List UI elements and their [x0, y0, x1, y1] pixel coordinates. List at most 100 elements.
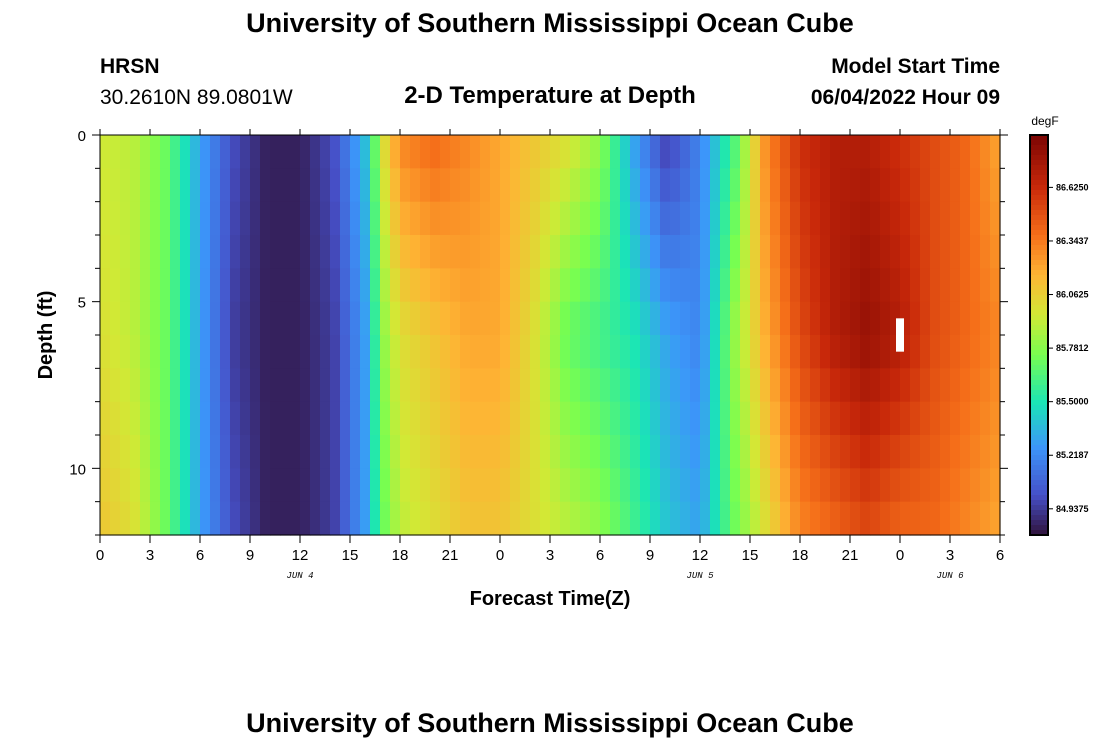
heatmap-cell — [590, 468, 601, 503]
heatmap-cell — [250, 501, 261, 536]
heatmap-cell — [520, 501, 531, 536]
heatmap-cell — [660, 268, 671, 303]
heatmap-cell — [100, 501, 111, 536]
heatmap-cell — [770, 301, 781, 336]
heatmap-cell — [130, 335, 141, 369]
colorbar-segment — [1030, 380, 1048, 386]
heatmap-cell — [240, 235, 251, 269]
heatmap-cell — [110, 168, 121, 203]
heatmap-cell — [520, 168, 531, 203]
heatmap-cell — [620, 335, 631, 369]
heatmap-cell — [580, 435, 591, 469]
heatmap-cell — [110, 468, 121, 503]
heatmap-cell — [810, 168, 821, 203]
heatmap-cell — [890, 201, 901, 236]
heatmap-cell — [940, 335, 951, 369]
heatmap-cell — [480, 401, 491, 436]
heatmap-cell — [780, 335, 791, 369]
heatmap-cell — [770, 368, 781, 403]
heatmap-cell — [720, 235, 731, 269]
heatmap-cell — [750, 301, 761, 336]
heatmap-cell — [330, 268, 341, 303]
heatmap-cell — [260, 435, 271, 469]
heatmap-cell — [330, 435, 341, 469]
colorbar-segment — [1030, 490, 1048, 496]
heatmap-cell — [900, 301, 911, 336]
heatmap-cell — [320, 235, 331, 269]
heatmap-cell — [160, 468, 171, 503]
heatmap-cell — [240, 401, 251, 436]
heatmap-cell — [360, 435, 371, 469]
heatmap-cell — [520, 301, 531, 336]
heatmap-cell — [790, 435, 801, 469]
heatmap-cell — [800, 201, 811, 236]
heatmap-cell — [980, 368, 991, 403]
heatmap-cell — [230, 501, 241, 536]
heatmap-cell — [950, 235, 961, 269]
heatmap-cell — [400, 368, 411, 403]
heatmap-cell — [530, 368, 541, 403]
heatmap-cell — [230, 435, 241, 469]
heatmap-cell — [810, 468, 821, 503]
heatmap-cell — [490, 368, 501, 403]
heatmap-cell — [190, 268, 201, 303]
heatmap-cell — [170, 168, 181, 203]
heatmap-cell — [650, 501, 661, 536]
heatmap-cell — [440, 501, 451, 536]
heatmap-cell — [150, 368, 161, 403]
heatmap-cell — [590, 168, 601, 203]
heatmap-cell — [690, 201, 701, 236]
heatmap-cell — [900, 201, 911, 236]
heatmap-cell — [380, 135, 391, 169]
heatmap-cell — [920, 401, 931, 436]
heatmap-cell — [860, 468, 871, 503]
heatmap-cell — [150, 468, 161, 503]
heatmap-cell — [890, 301, 901, 336]
heatmap-cell — [970, 501, 981, 536]
colorbar-segment — [1030, 220, 1048, 226]
heatmap-cell — [910, 201, 921, 236]
heatmap-cell — [480, 435, 491, 469]
heatmap-cell — [720, 201, 731, 236]
heatmap-cell — [910, 335, 921, 369]
heatmap-cell — [550, 435, 561, 469]
heatmap-cell — [690, 335, 701, 369]
heatmap-cell — [110, 201, 121, 236]
heatmap-cell — [340, 135, 351, 169]
heatmap-cell — [840, 468, 851, 503]
heatmap-cell — [960, 468, 971, 503]
heatmap-cell — [130, 168, 141, 203]
heatmap-cell — [910, 301, 921, 336]
heatmap-cell — [280, 235, 291, 269]
heatmap-cell — [320, 268, 331, 303]
heatmap-cell — [870, 168, 881, 203]
heatmap-cell — [910, 468, 921, 503]
heatmap-cell — [380, 168, 391, 203]
heatmap-cell — [970, 168, 981, 203]
heatmap-cell — [780, 368, 791, 403]
heatmap-cell — [410, 201, 421, 236]
heatmap-cell — [740, 335, 751, 369]
heatmap-cell — [200, 468, 211, 503]
heatmap-cell — [600, 468, 611, 503]
heatmap-cell — [500, 135, 511, 169]
heatmap-cell — [920, 368, 931, 403]
heatmap-cell — [770, 335, 781, 369]
colorbar-segment — [1030, 385, 1048, 391]
heatmap-cell — [730, 468, 741, 503]
heatmap-cell — [110, 368, 121, 403]
heatmap-cell — [250, 235, 261, 269]
heatmap-cell — [320, 468, 331, 503]
heatmap-cell — [510, 235, 521, 269]
heatmap-cell — [430, 201, 441, 236]
heatmap-cell — [950, 368, 961, 403]
heatmap-cell — [810, 301, 821, 336]
heatmap-cell — [500, 435, 511, 469]
heatmap-cell — [140, 501, 151, 536]
heatmap-cell — [120, 301, 131, 336]
colorbar-segment — [1030, 155, 1048, 161]
heatmap-cell — [370, 368, 381, 403]
heatmap-cell — [380, 468, 391, 503]
heatmap-cell — [340, 501, 351, 536]
heatmap-cell — [110, 501, 121, 536]
